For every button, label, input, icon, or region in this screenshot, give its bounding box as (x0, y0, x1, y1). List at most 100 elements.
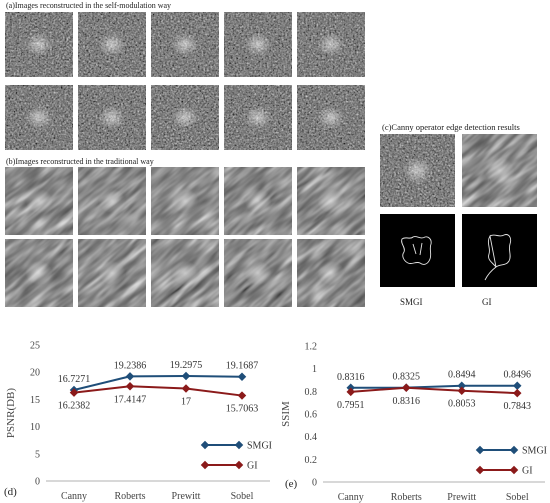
data-label: 0.8316 (393, 396, 421, 407)
data-label: 19.2975 (170, 360, 203, 371)
x-tick-label: Sobel (231, 491, 254, 502)
x-tick-label: Canny (338, 492, 364, 503)
panel-c-smgi-reconstruction (380, 134, 455, 207)
chart-d-psnr: 0 5 10 15 20 25 Canny Roberts Prewitt Sobel PSNR(D… (4, 341, 272, 503)
panel-b-tile-2-4 (224, 239, 292, 307)
panel-a-tile-2-4 (224, 85, 292, 150)
y-tick-label: 10 (30, 422, 40, 433)
series-gi-line (350, 386, 518, 395)
legend-marker (509, 445, 519, 455)
panel-b-tile-2-2 (78, 239, 146, 307)
panel-b-tile-2-3 (151, 239, 219, 307)
panel-a-tile-1-2 (78, 12, 146, 77)
legend-marker (234, 440, 244, 450)
panel-a-tile-2-2 (78, 85, 146, 150)
panel-a-tile-1-4 (224, 12, 292, 77)
panel-b-tile-1-5 (297, 167, 365, 235)
series-smgi-point (125, 372, 135, 381)
legend-marker (475, 445, 485, 455)
data-label: 19.2386 (114, 360, 147, 371)
panel-c-gi-edge-map (462, 213, 537, 288)
legend-marker (509, 465, 519, 475)
panel-a-tile-2-5 (297, 85, 365, 150)
panel-b-tile-1-3 (151, 167, 219, 235)
panel-label: (e) (285, 478, 298, 490)
series-gi-point (513, 388, 522, 398)
y-tick-label: 0.4 (305, 432, 318, 443)
panel-c-caption: (c)Canny operator edge detection results (382, 122, 520, 132)
series-gi-point (125, 382, 135, 391)
panel-a-tile-1-3 (151, 12, 219, 77)
series-gi-point (457, 386, 466, 395)
y-tick-label: 0 (312, 478, 317, 489)
y-tick-label: 1 (312, 364, 317, 375)
data-label: 16.2382 (58, 401, 91, 412)
y-tick-label: 20 (30, 368, 40, 379)
panel-c-label-gi: GI (482, 297, 492, 307)
panel-a-tile-2-1 (5, 85, 73, 150)
x-tick-label: Sobel (506, 492, 529, 503)
legend-smgi-label: SMGI (247, 441, 272, 452)
panel-a-tile-1-1 (5, 12, 73, 77)
y-tick-label: 25 (30, 341, 40, 352)
series-smgi-point (181, 371, 191, 381)
data-label: 0.8053 (448, 399, 476, 410)
panel-a-tile-2-3 (151, 85, 219, 150)
x-tick-label: Roberts (391, 492, 422, 503)
x-tick-label: Roberts (114, 491, 145, 502)
panel-c-smgi-edge-map (380, 213, 455, 288)
x-tick-label: Canny (61, 491, 87, 502)
panel-label: (d) (4, 486, 17, 498)
series-gi-point (346, 387, 355, 397)
panel-b-tile-1-2 (78, 167, 146, 235)
data-label: 15.7063 (226, 404, 259, 415)
panel-a-caption: (a)Images reconstructed in the self-modu… (6, 1, 172, 10)
legend-gi-label: GI (522, 466, 533, 477)
series-smgi-point (457, 381, 466, 390)
data-label: 0.8494 (448, 370, 476, 381)
panel-c-label-smgi: SMGI (400, 297, 423, 307)
panel-b-tile-1-1 (5, 167, 73, 235)
y-tick-label: 15 (30, 395, 40, 406)
y-axis-label: PSNR(DB) (5, 388, 17, 438)
series-gi-point (181, 384, 191, 393)
data-label: 0.8316 (337, 372, 365, 383)
data-label: 0.7843 (504, 401, 532, 412)
series-gi-point (402, 383, 411, 392)
series-smgi-point (513, 381, 522, 390)
data-label: 16.7271 (58, 374, 91, 385)
series-smgi-line (73, 375, 243, 391)
y-tick-label: 5 (35, 449, 40, 460)
series-gi-point (237, 391, 247, 400)
y-tick-label: 0 (35, 477, 40, 488)
data-label: 19.1687 (226, 361, 259, 372)
y-tick-label: 0.2 (305, 455, 318, 466)
chart-e-ssim: 0 0.2 0.4 0.6 0.8 1 1.2 Canny Roberts Prewitt Sobe… (280, 342, 547, 503)
legend-marker (200, 440, 210, 450)
data-label: 17 (181, 397, 191, 408)
legend-marker (234, 460, 244, 470)
y-axis-label: SSIM (280, 401, 292, 427)
panel-c-gi-reconstruction (462, 134, 537, 207)
x-tick-label: Prewitt (172, 491, 201, 502)
panel-b-tile-2-1 (5, 239, 73, 307)
data-label: 0.7951 (337, 400, 365, 411)
y-tick-label: 0.8 (305, 387, 318, 398)
panel-b-tile-1-4 (224, 167, 292, 235)
x-tick-label: Prewitt (447, 492, 476, 503)
y-tick-label: 1.2 (305, 342, 318, 353)
data-label: 0.8496 (504, 370, 532, 381)
series-smgi-line (350, 384, 518, 389)
panel-a-tile-1-5 (297, 12, 365, 77)
legend-marker (200, 460, 210, 470)
legend-marker (475, 465, 485, 475)
series-gi-line (73, 385, 243, 397)
legend-gi-label: GI (247, 461, 258, 472)
panel-b-caption: (b)Images reconstructed in the tradition… (6, 157, 154, 166)
data-label: 17.4147 (114, 394, 147, 405)
data-label: 0.8325 (393, 372, 421, 383)
legend-smgi-label: SMGI (522, 446, 547, 457)
series-smgi-point (237, 372, 247, 381)
panel-b-tile-2-5 (297, 239, 365, 307)
y-tick-label: 0.6 (305, 410, 318, 421)
